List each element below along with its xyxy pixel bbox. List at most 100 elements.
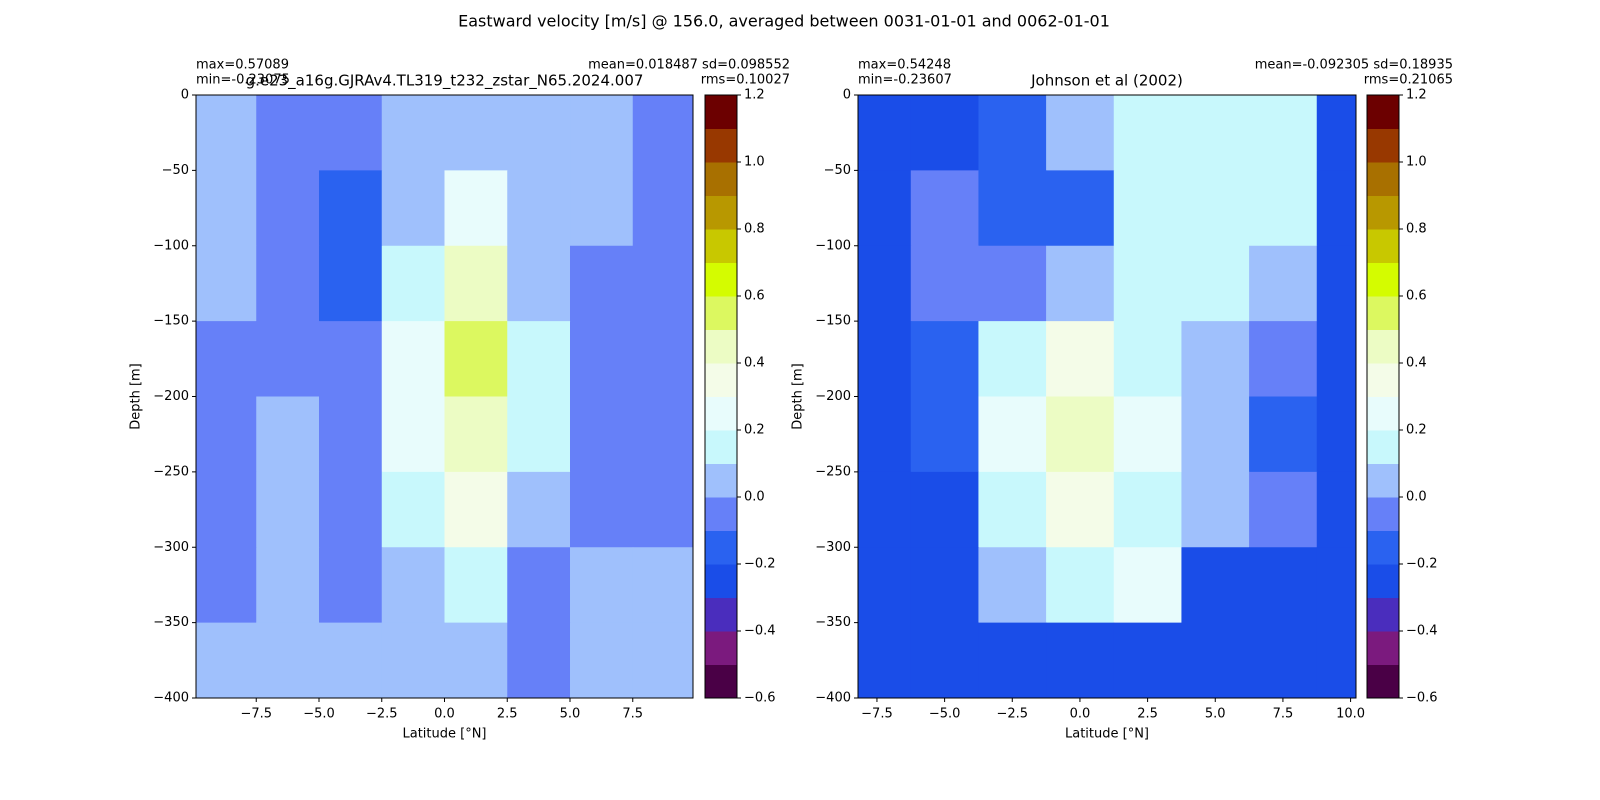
x-tick-label: 7.5 bbox=[622, 707, 643, 722]
colorbar-segment bbox=[1367, 597, 1399, 632]
heat-cell bbox=[444, 396, 508, 473]
heat-cell bbox=[1113, 170, 1182, 247]
heat-cell bbox=[318, 170, 383, 247]
colorbar-segment bbox=[705, 162, 737, 196]
heat-cell bbox=[978, 245, 1047, 322]
panel-title: Johnson et al (2002) bbox=[1030, 72, 1183, 90]
heat-cell bbox=[444, 622, 508, 698]
x-tick-label: −2.5 bbox=[366, 707, 398, 722]
colorbar-segment bbox=[1367, 329, 1399, 364]
heat-cell bbox=[632, 396, 693, 473]
colorbar-segment bbox=[1367, 530, 1399, 565]
heat-cell bbox=[444, 321, 508, 397]
heat-cell bbox=[256, 622, 320, 698]
y-tick-label: −200 bbox=[153, 389, 189, 404]
stat-text: rms=0.21065 bbox=[1364, 73, 1453, 88]
heat-cell bbox=[1113, 622, 1182, 698]
heat-cell bbox=[1046, 396, 1115, 473]
heat-cell bbox=[570, 547, 634, 624]
heat-cell bbox=[1046, 321, 1115, 397]
heat-cell bbox=[1046, 471, 1115, 548]
stat-text: rms=0.10027 bbox=[701, 73, 790, 88]
heat-cell bbox=[1181, 95, 1250, 171]
colorbar-segment bbox=[705, 128, 737, 163]
heat-cell bbox=[1181, 396, 1250, 473]
heat-cell bbox=[318, 622, 383, 698]
colorbar-segment bbox=[705, 363, 737, 397]
heat-cell bbox=[978, 321, 1047, 397]
x-tick-label: 0.0 bbox=[434, 707, 455, 722]
y-tick-label: −200 bbox=[815, 389, 851, 404]
heat-cell bbox=[507, 547, 571, 624]
heat-cell bbox=[632, 622, 693, 698]
colorbar-segment bbox=[1367, 664, 1399, 699]
heat-cell bbox=[978, 396, 1047, 473]
heat-cell bbox=[858, 95, 912, 171]
colorbar-segment bbox=[705, 530, 737, 565]
stat-text: max=0.57089 bbox=[196, 58, 289, 73]
heat-cell bbox=[507, 622, 571, 698]
heat-cell bbox=[318, 321, 383, 397]
heat-cell bbox=[444, 471, 508, 548]
heat-cell bbox=[1181, 471, 1250, 548]
heat-cell bbox=[318, 396, 383, 473]
colorbar-frame bbox=[1366, 94, 1400, 699]
stat-text: max=0.54248 bbox=[858, 58, 951, 73]
heat-cell bbox=[632, 245, 693, 322]
colorbar-segment bbox=[1367, 631, 1399, 665]
colorbar-segment bbox=[1367, 128, 1399, 163]
heat-cell bbox=[1249, 245, 1318, 322]
heat-cell bbox=[196, 321, 257, 397]
y-tick-label: −350 bbox=[815, 615, 851, 630]
heat-cell bbox=[1181, 547, 1250, 624]
stat-text: min=-0.23607 bbox=[858, 73, 952, 88]
x-tick-label: 2.5 bbox=[497, 707, 518, 722]
x-tick-label: 0.0 bbox=[1070, 707, 1091, 722]
y-tick-label: −300 bbox=[815, 540, 851, 555]
heat-cell bbox=[978, 471, 1047, 548]
heat-cell bbox=[1181, 622, 1250, 698]
heat-cell bbox=[978, 547, 1047, 624]
heat-cell bbox=[1046, 95, 1115, 171]
heat-cell bbox=[196, 170, 257, 247]
heat-cell bbox=[1113, 95, 1182, 171]
y-tick-label: −100 bbox=[153, 238, 189, 253]
heat-cell bbox=[381, 170, 445, 247]
heat-cell bbox=[570, 245, 634, 322]
y-tick-label: −50 bbox=[824, 163, 851, 178]
colorbar-tick-label: 0.8 bbox=[744, 222, 765, 237]
heat-cell bbox=[507, 95, 571, 171]
heat-cell bbox=[196, 245, 257, 322]
heat-cell bbox=[1249, 396, 1318, 473]
x-axis-label: Latitude [°N] bbox=[1065, 727, 1149, 742]
heat-cell bbox=[381, 95, 445, 171]
heat-cell bbox=[632, 321, 693, 397]
heat-cell bbox=[910, 622, 979, 698]
x-tick-label: 7.5 bbox=[1273, 707, 1294, 722]
colorbar-segment bbox=[1367, 195, 1399, 230]
heat-cell bbox=[910, 321, 979, 397]
colorbar-segment bbox=[705, 463, 737, 498]
colorbar-segment bbox=[1367, 296, 1399, 330]
x-tick-label: 5.0 bbox=[1205, 707, 1226, 722]
y-axis-label: Depth [m] bbox=[129, 363, 144, 430]
heat-cell bbox=[1316, 245, 1356, 322]
colorbar-segment bbox=[705, 631, 737, 665]
heat-cell bbox=[858, 547, 912, 624]
heat-cell bbox=[196, 622, 257, 698]
heat-cell bbox=[1316, 471, 1356, 548]
x-tick-label: −7.5 bbox=[240, 707, 272, 722]
y-tick-label: −100 bbox=[815, 238, 851, 253]
colorbar-tick-label: 0.2 bbox=[744, 423, 765, 438]
heat-cell bbox=[381, 245, 445, 322]
colorbar-segment bbox=[705, 597, 737, 632]
heat-cell bbox=[196, 471, 257, 548]
heat-cell bbox=[858, 396, 912, 473]
colorbar-tick-label: 0.4 bbox=[1406, 356, 1427, 371]
heat-cell bbox=[1113, 396, 1182, 473]
heat-cell bbox=[196, 547, 257, 624]
y-tick-label: −350 bbox=[153, 615, 189, 630]
heat-cell bbox=[1316, 622, 1356, 698]
heat-cell bbox=[1046, 547, 1115, 624]
colorbar-segment bbox=[1367, 497, 1399, 531]
